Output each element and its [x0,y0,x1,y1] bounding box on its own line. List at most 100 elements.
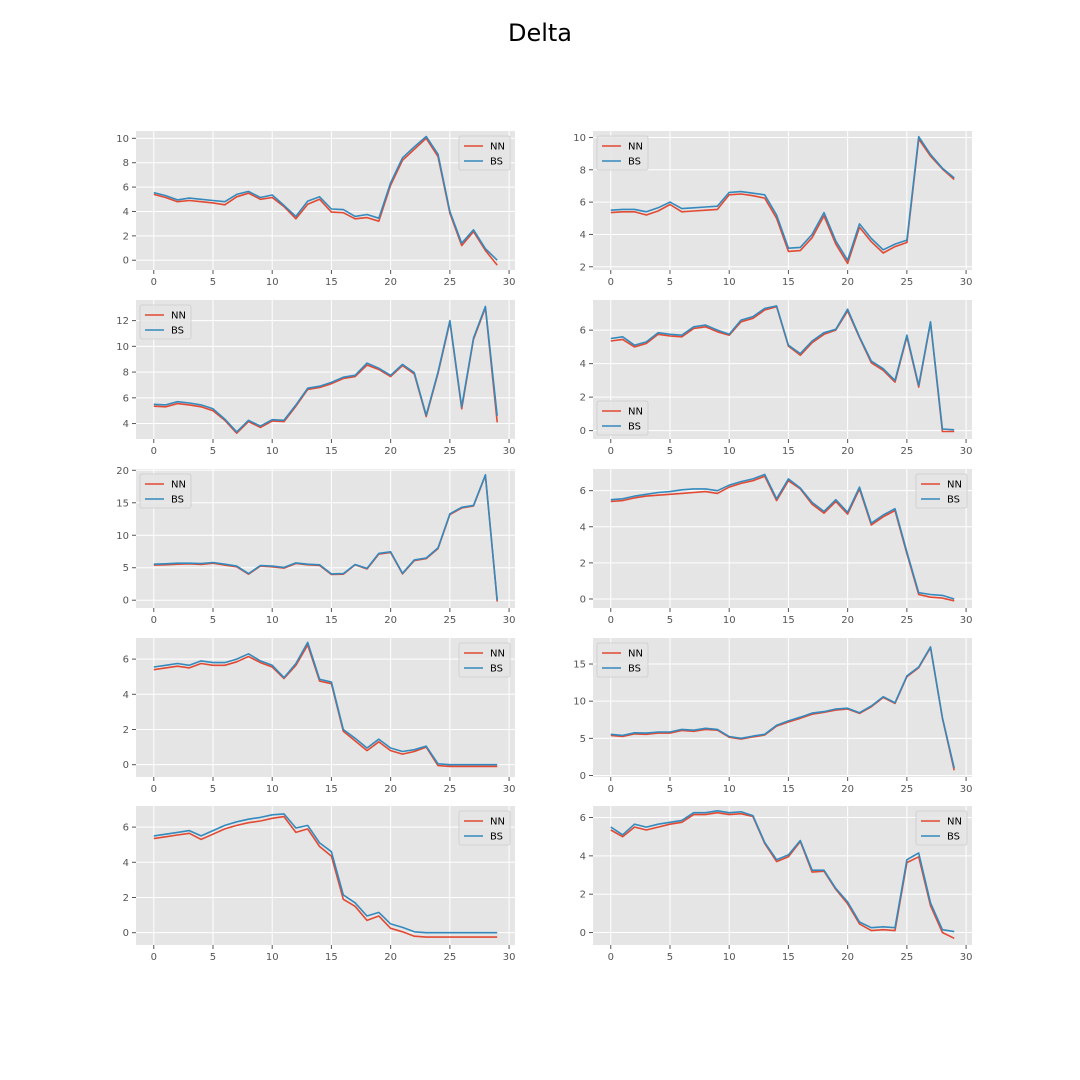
x-tick-label: 5 [210,446,216,457]
y-tick-label: 4 [123,858,129,869]
legend: NN BS [915,473,968,509]
y-tick-label: 12 [116,316,129,327]
legend-label-bs: BS [490,832,503,843]
x-tick-label: 15 [782,277,795,288]
x-tick-label: 30 [960,277,973,288]
y-tick-label: 8 [123,368,129,379]
x-tick-label: 25 [443,615,456,626]
y-tick-label: 10 [573,697,586,708]
legend-label-nn: NN [947,480,962,491]
y-tick-label: 0 [123,928,129,939]
x-tick-label: 20 [841,784,854,795]
subplot-2: 0 5 10 15 20 25 30 2 4 6 8 10 NN BS [573,131,972,288]
y-tick-label: 4 [580,851,586,862]
x-tick-label: 10 [266,952,279,963]
y-tick-label: 6 [123,823,129,834]
y-tick-label: 2 [580,558,586,569]
subplot-9: 0 5 10 15 20 25 30 0 2 4 6 NN BS [123,806,515,963]
x-tick-label: 15 [782,446,795,457]
x-tick-label: 0 [608,784,614,795]
x-tick-label: 0 [151,784,157,795]
x-tick-label: 20 [841,615,854,626]
x-tick-label: 25 [443,952,456,963]
x-tick-label: 20 [841,446,854,457]
series-line-bs [153,305,498,433]
x-tick-label: 25 [900,446,913,457]
y-tick-label: 0 [123,760,129,771]
y-tick-label: 15 [116,498,129,509]
y-tick-label: 6 [580,198,586,209]
x-tick-label: 5 [667,277,673,288]
x-tick-label: 0 [608,615,614,626]
x-tick-label: 5 [210,277,216,288]
series-line-bs [610,135,955,262]
y-tick-label: 4 [123,690,129,701]
legend-label-nn: NN [490,817,505,828]
y-tick-label: 0 [123,256,129,267]
series-line-bs [153,135,498,261]
legend-label-bs: BS [628,664,641,675]
x-tick-label: 5 [667,952,673,963]
x-tick-label: 10 [723,446,736,457]
x-tick-label: 25 [900,615,913,626]
y-tick-label: 0 [580,426,586,437]
x-tick-label: 5 [667,784,673,795]
y-tick-label: 6 [580,486,586,497]
y-tick-label: 5 [580,734,586,745]
legend-label-nn: NN [171,480,186,491]
subplot-3: 0 5 10 15 20 25 30 4 6 8 10 12 NN BS [116,300,515,457]
y-tick-label: 2 [123,893,129,904]
x-tick-label: 10 [266,446,279,457]
legend: NN BS [596,400,649,436]
y-tick-label: 6 [123,655,129,666]
y-tick-label: 8 [123,158,129,169]
y-tick-label: 5 [123,563,129,574]
x-tick-label: 15 [325,784,338,795]
y-tick-label: 2 [123,231,129,242]
legend: NN BS [139,304,192,340]
plot-area [593,806,972,945]
legend: NN BS [458,810,511,846]
x-tick-label: 20 [384,784,397,795]
x-tick-label: 0 [151,615,157,626]
x-tick-label: 30 [503,784,516,795]
y-tick-label: 2 [580,890,586,901]
series-line-bs [610,809,955,933]
x-tick-label: 20 [841,277,854,288]
x-tick-label: 5 [210,615,216,626]
series-line-bs [153,813,498,934]
legend-label-nn: NN [628,142,643,153]
x-tick-label: 25 [443,277,456,288]
plot-area [136,300,515,439]
y-tick-label: 20 [116,466,129,477]
x-tick-label: 10 [266,277,279,288]
x-tick-label: 20 [384,615,397,626]
subplot-4: 0 5 10 15 20 25 30 0 2 4 6 NN BS [580,300,973,457]
legend-label-bs: BS [490,157,503,168]
y-tick-label: 6 [580,326,586,337]
figure-title: Delta [508,19,572,47]
y-tick-label: 4 [580,230,586,241]
x-tick-label: 0 [608,952,614,963]
x-tick-label: 25 [900,952,913,963]
series-line-nn [153,815,498,938]
plot-area [136,131,515,270]
x-tick-label: 5 [210,784,216,795]
subplot-10: 0 5 10 15 20 25 30 0 2 4 6 NN BS [580,806,972,963]
x-tick-label: 30 [960,446,973,457]
y-tick-label: 2 [123,725,129,736]
y-tick-label: 8 [580,165,586,176]
legend-label-bs: BS [628,157,641,168]
plot-area [136,806,515,945]
legend-label-nn: NN [490,649,505,660]
x-tick-label: 0 [608,277,614,288]
y-tick-label: 0 [123,596,129,607]
x-tick-label: 30 [960,615,973,626]
y-tick-label: 10 [573,133,586,144]
series-line-nn [153,644,498,768]
subplot-1: 0 5 10 15 20 25 30 0 2 4 6 8 10 NN BS [116,131,515,288]
series-line-bs [153,641,498,766]
y-tick-label: 10 [116,531,129,542]
